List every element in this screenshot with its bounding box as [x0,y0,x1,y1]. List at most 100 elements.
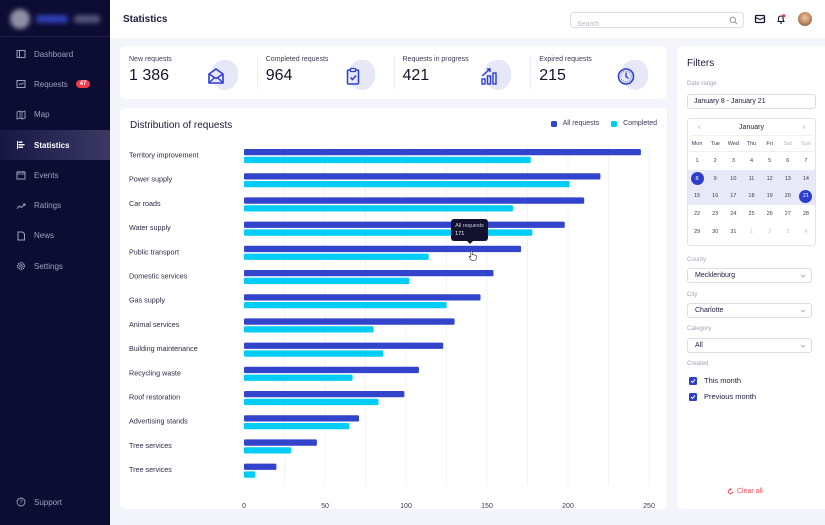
calendar-day[interactable]: 25 [742,205,760,223]
bar-all-requests[interactable] [244,439,317,446]
bar-completed[interactable] [244,447,291,454]
bar-all-requests[interactable] [244,173,601,180]
bar-completed[interactable] [244,181,570,188]
calendar-day[interactable]: 10 [724,169,743,188]
previous-month-checkbox-row[interactable]: Previous month [689,392,756,401]
calendar-day[interactable]: 21 [796,187,815,206]
date-range-input[interactable]: January 8 - January 21 [687,94,816,109]
bar-completed[interactable] [244,302,447,309]
bar-completed[interactable] [244,350,384,357]
legend-item-all-requests[interactable]: All requests [550,120,599,127]
tooltip-label: All requests [455,222,484,229]
previous-month-checkbox[interactable] [689,392,697,401]
calendar-day[interactable]: 9 [706,169,725,188]
bar-completed[interactable] [244,423,350,430]
calendar-day[interactable]: 28 [797,205,815,223]
calendar-day[interactable]: 19 [760,187,779,206]
calendar-day[interactable]: 1 [742,223,760,241]
sidebar-item-statistics[interactable]: Statistics [0,129,110,161]
search-input[interactable] [571,17,721,32]
chevron-left-icon[interactable]: ‹ [698,123,701,131]
bar-completed[interactable] [244,374,353,381]
bar-all-requests[interactable] [244,149,641,156]
calendar-day[interactable]: 8 [688,169,707,188]
chart-title: Distribution of requests [130,120,233,131]
calendar-day[interactable]: 23 [706,205,724,223]
calendar-day[interactable]: 27 [779,205,797,223]
calendar-day[interactable]: 4 [797,223,815,241]
calendar-day[interactable]: 16 [706,187,725,206]
notification-bell-icon[interactable] [775,13,787,25]
bar-all-requests[interactable] [244,415,360,422]
app-logo[interactable] [10,8,102,30]
bar-completed[interactable] [244,471,256,478]
calendar-day[interactable]: 18 [742,187,761,206]
chevron-right-icon[interactable]: › [802,123,805,131]
user-avatar[interactable] [798,12,812,26]
calendar-day[interactable]: 31 [724,223,742,241]
clock-icon [617,68,635,85]
bar-completed[interactable] [244,277,410,285]
city-select[interactable]: Charlotte [687,303,812,318]
calendar-day[interactable]: 7 [797,152,815,170]
bar-all-requests[interactable] [244,270,494,277]
bar-all-requests[interactable] [244,391,405,398]
calendar-month: January [739,123,764,131]
bar-all-requests[interactable] [244,294,481,301]
support-link[interactable]: ? Support [16,497,62,507]
calendar-day[interactable]: 2 [761,223,779,241]
calendar-day[interactable]: 5 [761,152,779,170]
this-month-checkbox-row[interactable]: This month [689,376,741,385]
calendar-day[interactable]: 17 [724,187,743,206]
category-label: Recycling waste [129,368,181,377]
calendar-day[interactable]: 2 [706,152,724,170]
bar-completed[interactable] [244,326,374,333]
bar-completed[interactable] [244,398,379,406]
logo-mark [10,9,30,29]
calendar-day[interactable]: 24 [724,205,742,223]
bar-all-requests[interactable] [244,463,277,470]
calendar-day[interactable]: 15 [688,187,707,206]
calendar-day[interactable]: 11 [742,169,761,188]
category-select[interactable]: All [687,338,812,353]
calendar-day-label: 1 [695,157,699,164]
calendar-day[interactable]: 26 [761,205,779,223]
legend-item-completed[interactable]: Completed [611,120,657,127]
calendar-day[interactable]: 14 [796,169,815,188]
bar-completed[interactable] [244,253,429,260]
filters-title: Filters [687,58,715,69]
sidebar-item-news[interactable]: News [0,221,110,251]
sidebar-item-map[interactable]: Map [0,100,110,130]
bar-all-requests[interactable] [244,342,444,349]
calendar-day[interactable]: 3 [724,152,742,170]
bar-all-requests[interactable] [244,197,585,204]
calendar-day[interactable]: 3 [779,223,797,241]
bar-completed[interactable] [244,229,533,236]
search-icon[interactable] [729,16,738,25]
dashboard-icon [16,49,26,59]
sidebar-item-requests[interactable]: Requests 47 [0,69,110,99]
calendar-day[interactable]: 29 [688,223,706,241]
calendar-day[interactable]: 13 [778,169,797,188]
bar-all-requests[interactable] [244,221,565,228]
bar-completed[interactable] [244,205,513,212]
bar-completed[interactable] [244,156,531,164]
county-select[interactable]: Mecklenburg [687,268,812,283]
this-month-checkbox[interactable] [689,376,697,385]
sidebar-item-dashboard[interactable]: Dashboard [0,39,110,69]
calendar-day[interactable]: 6 [779,152,797,170]
calendar-day[interactable]: 4 [742,152,760,170]
calendar-day[interactable]: 12 [760,169,779,188]
calendar-day[interactable]: 1 [688,152,706,170]
sidebar-item-settings[interactable]: Settings [0,251,110,281]
mail-icon[interactable] [754,13,766,25]
bar-all-requests[interactable] [244,318,455,325]
sidebar-item-ratings[interactable]: Ratings [0,190,110,220]
bar-all-requests[interactable] [244,245,522,253]
calendar-day[interactable]: 30 [706,223,724,241]
calendar-day[interactable]: 20 [778,187,797,206]
sidebar-item-events[interactable]: Events [0,160,110,190]
bar-all-requests[interactable] [244,366,419,374]
calendar-day[interactable]: 22 [688,205,706,223]
clear-all-button[interactable]: Clear all [727,488,763,495]
